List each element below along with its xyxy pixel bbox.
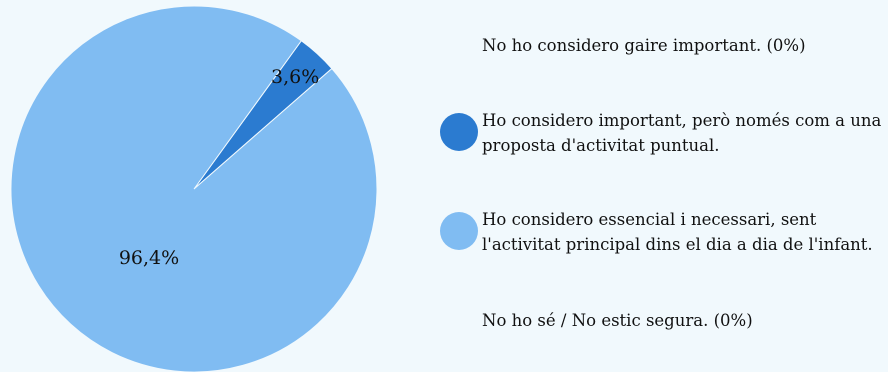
legend-swatch: [440, 113, 478, 151]
legend: No ho considero gaire important. (0%) Ho…: [440, 0, 888, 372]
legend-label: Ho considero essencial i necessari, sent…: [482, 210, 873, 254]
legend-item-no-important: No ho considero gaire important. (0%): [440, 33, 888, 76]
slice-value-label: 3,6%: [271, 66, 319, 88]
legend-swatch: [440, 313, 478, 351]
legend-item-no-ho-se: No ho sé / No estic segura. (0%): [440, 308, 888, 351]
pie-chart: 3,6% 96,4%: [10, 5, 378, 372]
legend-swatch: [440, 38, 478, 76]
legend-label: No ho sé / No estic segura. (0%): [482, 311, 753, 330]
legend-item-essencial: Ho considero essencial i necessari, sent…: [440, 207, 888, 257]
pie-slice: [10, 5, 378, 372]
slice-value-label: 96,4%: [119, 247, 179, 269]
legend-label: No ho considero gaire important. (0%): [482, 36, 806, 55]
legend-item-important-puntual: Ho considero important, però només com a…: [440, 108, 888, 158]
legend-swatch: [440, 212, 478, 250]
legend-label: Ho considero important, però només com a…: [482, 111, 882, 155]
